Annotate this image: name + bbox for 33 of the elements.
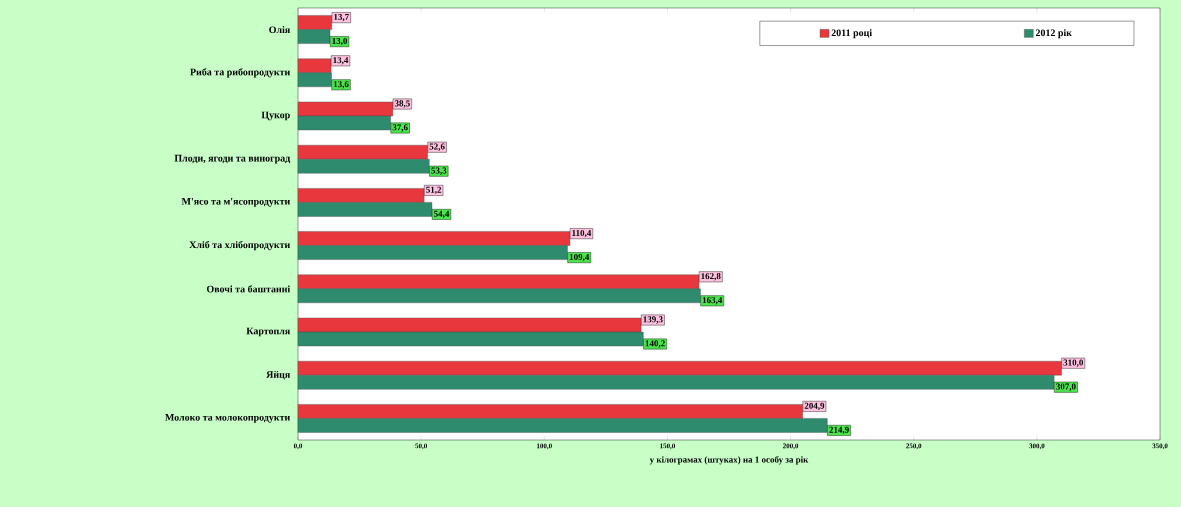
y-tick-label: Овочі та баштанні bbox=[206, 285, 291, 293]
y-tick-label: Плоди, ягоди та виноград bbox=[174, 154, 291, 164]
y-tick-label: М'ясо та м'ясопродукти bbox=[181, 198, 290, 207]
x-axis-title: у кілограмах (штуках) на 1 особу за рік bbox=[649, 456, 809, 465]
data-label: 139,3 bbox=[643, 316, 663, 324]
data-label: 53,3 bbox=[431, 167, 447, 175]
data-label: 163,4 bbox=[702, 297, 723, 305]
data-label: 162,8 bbox=[701, 273, 721, 281]
data-label: 310,0 bbox=[1063, 359, 1084, 367]
data-label: 13,7 bbox=[334, 13, 349, 22]
data-label: 51,2 bbox=[426, 186, 442, 195]
y-tick-label: Олія bbox=[269, 26, 290, 34]
data-label: 37,6 bbox=[392, 124, 408, 132]
y-tick-label: Яйця bbox=[266, 370, 290, 380]
data-label: 204,9 bbox=[804, 402, 825, 411]
data-label: 13,6 bbox=[333, 81, 349, 89]
data-label: 52,6 bbox=[429, 143, 445, 151]
data-label: 13,4 bbox=[333, 57, 349, 65]
y-tick-label: Молоко та молокопродукти bbox=[165, 414, 290, 423]
y-tick-label: Риба та рибопродукти bbox=[190, 68, 290, 78]
legend-label: 2012 рік bbox=[1035, 29, 1072, 39]
y-tick-label: Хліб та хлібопродукти bbox=[189, 240, 290, 251]
y-tick-label: Цукор bbox=[261, 111, 290, 121]
data-label: 13,0 bbox=[332, 37, 348, 46]
data-label: 140,2 bbox=[645, 340, 665, 348]
data-label: 54,4 bbox=[434, 210, 450, 219]
data-label: 307,0 bbox=[1056, 383, 1076, 391]
y-tick-label: Картопля bbox=[246, 327, 290, 337]
legend-label: 2011 році bbox=[831, 29, 872, 39]
data-label: 38,5 bbox=[394, 100, 410, 108]
data-label: 110,4 bbox=[572, 229, 592, 238]
data-label: 109,4 bbox=[569, 253, 590, 262]
data-label: 214,9 bbox=[829, 426, 849, 435]
